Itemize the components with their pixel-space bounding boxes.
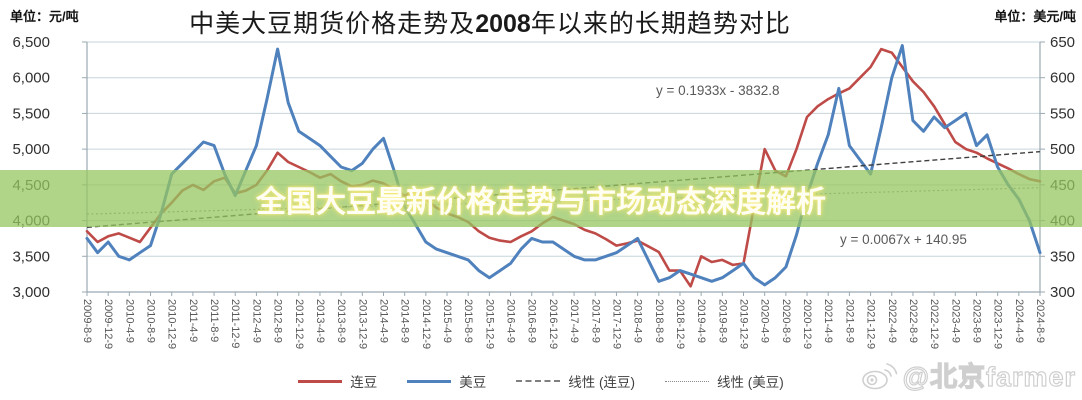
x-tick-label: 2015-4-9 <box>441 299 453 343</box>
x-tick-label: 2020-4-9 <box>759 299 771 343</box>
y-left-tick-label: 5,000 <box>12 141 50 158</box>
x-tick-label: 2016-4-9 <box>505 299 517 343</box>
y-right-tick-label: 300 <box>1050 284 1075 301</box>
chart-title-year: 2008 <box>475 10 531 38</box>
x-tick-label: 2014-4-9 <box>377 299 389 343</box>
y-left-tick-label: 6,500 <box>12 34 50 51</box>
y-right-tick-label: 550 <box>1050 105 1075 122</box>
x-tick-label: 2017-12-9 <box>610 299 622 349</box>
x-tick-label: 2012-4-9 <box>250 299 262 343</box>
chart-title-part2: 年以来的长期趋势对比 <box>530 11 791 38</box>
x-tick-label: 2017-8-9 <box>589 299 601 343</box>
x-tick-label: 2013-4-9 <box>314 299 326 343</box>
y-right-tick-label: 600 <box>1050 70 1075 87</box>
legend: 连豆 美豆 线性 (连豆) 线性 (美豆) <box>0 371 1082 391</box>
legend-label-trend-meidou: 线性 (美豆) <box>717 375 784 390</box>
x-tick-label: 2020-8-9 <box>780 299 792 343</box>
x-tick-label: 2023-12-9 <box>992 299 1004 349</box>
x-tick-label: 2024-8-9 <box>1034 299 1046 343</box>
trend-equation-liandou: y = 0.1933x - 3832.8 <box>656 83 780 98</box>
watermark-text: @北京farmer <box>902 361 1076 392</box>
x-tick-label: 2017-4-9 <box>568 299 580 343</box>
x-tick-label: 2014-8-9 <box>399 299 411 343</box>
x-tick-label: 2016-8-9 <box>526 299 538 343</box>
x-tick-label: 2019-8-9 <box>716 299 728 343</box>
x-tick-label: 2013-12-9 <box>356 299 368 349</box>
x-tick-label: 2021-12-9 <box>865 299 877 349</box>
x-tick-label: 2010-12-9 <box>166 299 178 349</box>
x-tick-label: 2015-8-9 <box>462 299 474 343</box>
x-tick-label: 2023-8-9 <box>970 299 982 343</box>
legend-line-liandou <box>298 379 343 383</box>
x-tick-label: 2012-8-9 <box>272 299 284 343</box>
y-right-tick-label: 650 <box>1050 34 1075 51</box>
x-tick-label: 2010-8-9 <box>145 299 157 343</box>
legend-label-trend-liandou: 线性 (连豆) <box>568 375 635 390</box>
left-axis-unit-label: 单位：元/吨 <box>10 9 79 24</box>
y-right-tick-label: 350 <box>1050 248 1075 265</box>
x-tick-label: 2015-12-9 <box>483 299 495 349</box>
x-tick-label: 2009-8-9 <box>81 299 93 343</box>
headline-text: 全国大豆最新价格走势与市场动态深度解析 <box>256 185 826 219</box>
x-tick-label: 2011-4-9 <box>187 299 199 342</box>
x-tick-label: 2019-12-9 <box>738 299 750 349</box>
y-left-tick-label: 5,500 <box>12 105 50 122</box>
legend-label-liandou: 连豆 <box>350 375 378 390</box>
legend-item-trend-liandou: 线性 (连豆) <box>516 371 635 391</box>
right-axis-unit-label: 单位：美元/吨 <box>994 9 1076 24</box>
legend-item-liandou: 连豆 <box>298 371 377 391</box>
x-tick-label: 2022-12-9 <box>928 299 940 349</box>
x-tick-label: 2021-4-9 <box>822 299 834 343</box>
headline-banner: 全国大豆最新价格走势与市场动态深度解析 <box>0 170 1082 227</box>
x-tick-label: 2020-12-9 <box>801 299 813 349</box>
x-tick-label: 2012-12-9 <box>293 299 305 349</box>
legend-item-trend-meidou: 线性 (美豆) <box>665 371 784 391</box>
x-tick-label: 2018-8-9 <box>653 299 665 343</box>
x-tick-label: 2009-12-9 <box>102 299 114 349</box>
x-tick-label: 2011-8-9 <box>208 299 220 342</box>
x-tick-label: 2013-8-9 <box>335 299 347 343</box>
y-right-tick-label: 500 <box>1050 141 1075 158</box>
x-tick-label: 2022-8-9 <box>907 299 919 343</box>
x-tick-label: 2023-4-9 <box>949 299 961 343</box>
watermark: @北京farmer <box>861 355 1076 394</box>
trendline-liandou <box>86 150 1041 228</box>
x-tick-label: 2014-12-9 <box>420 299 432 349</box>
x-tick-label: 2022-4-9 <box>886 299 898 343</box>
y-left-tick-label: 3,500 <box>12 248 50 265</box>
series-line-meidou <box>85 44 1042 287</box>
legend-line-trend-liandou <box>516 380 561 382</box>
x-tick-label: 2021-8-9 <box>843 299 855 343</box>
legend-item-meidou: 美豆 <box>407 371 486 391</box>
x-tick-label: 2016-12-9 <box>547 299 559 349</box>
x-tick-label: 2018-12-9 <box>674 299 686 349</box>
legend-line-trend-meidou <box>665 380 709 382</box>
legend-line-meidou <box>407 379 452 383</box>
x-tick-label: 2019-4-9 <box>695 299 707 343</box>
y-left-tick-label: 6,000 <box>12 70 50 87</box>
x-tick-label: 2010-4-9 <box>123 299 135 343</box>
chart-title: 中美大豆期货价格走势及2008年以来的长期趋势对比 <box>60 4 920 40</box>
x-tick-label: 2018-4-9 <box>632 299 644 343</box>
x-tick-label: 2011-12-9 <box>229 299 241 348</box>
x-tick-label: 2024-4-9 <box>1013 299 1025 343</box>
legend-label-meidou: 美豆 <box>459 375 487 390</box>
y-left-tick-label: 3,000 <box>12 284 50 301</box>
weibo-icon <box>861 362 897 389</box>
trend-equation-meidou: y = 0.0067x + 140.95 <box>840 232 967 247</box>
chart-title-part1: 中美大豆期货价格走势及 <box>189 11 476 38</box>
